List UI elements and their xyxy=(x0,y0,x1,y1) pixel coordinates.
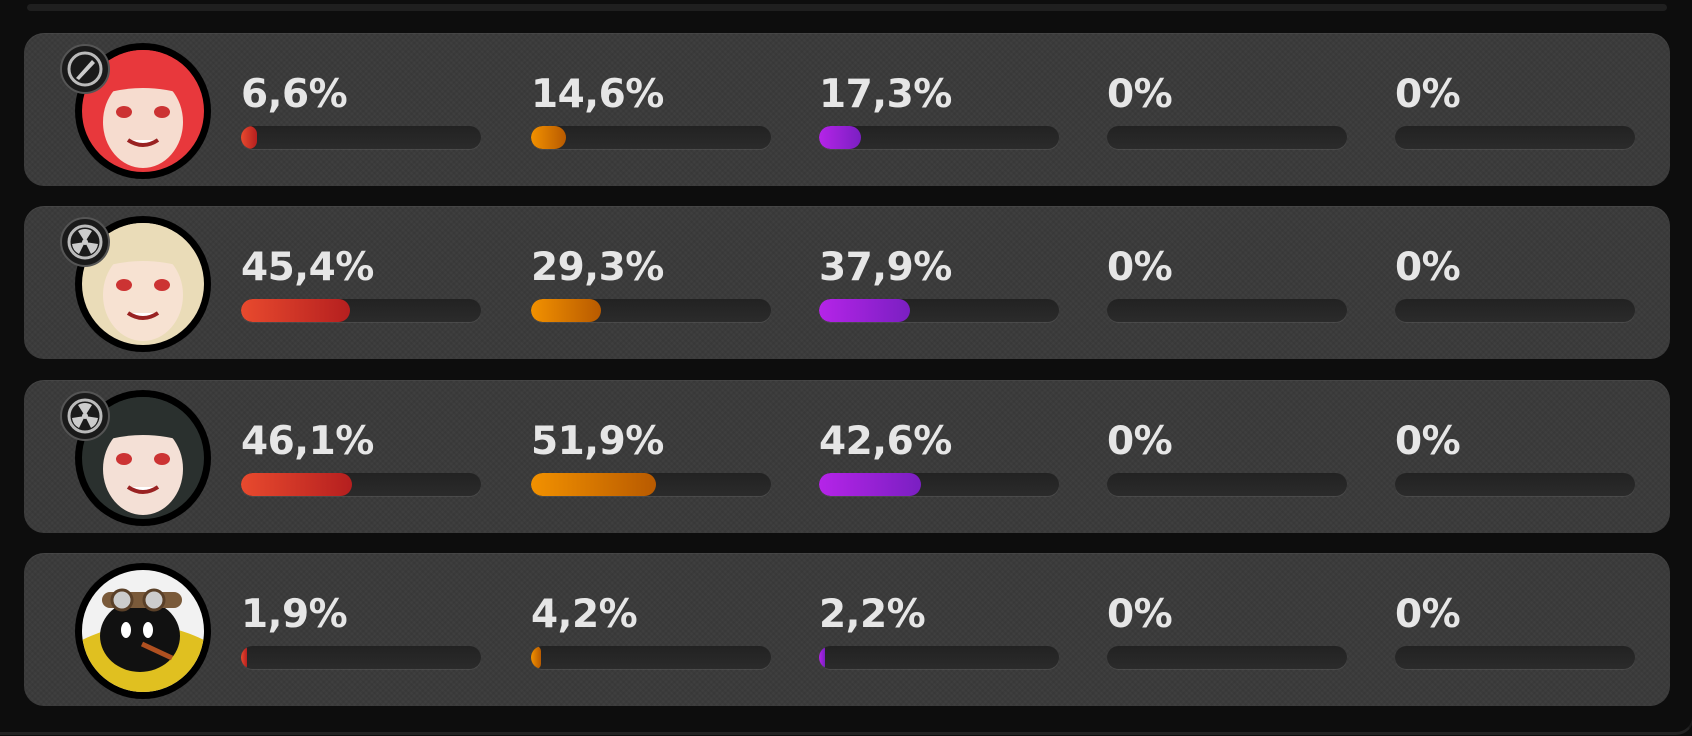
progress-bar xyxy=(819,299,1059,322)
stat-column: 0% xyxy=(1107,591,1347,669)
progress-bar xyxy=(1395,299,1635,322)
rocket-badge-icon xyxy=(60,44,110,94)
progress-fill xyxy=(531,473,656,496)
stat-column: 37,9% xyxy=(819,244,1059,322)
stat-percent: 4,2% xyxy=(531,592,638,637)
stat-percent: 42,6% xyxy=(819,419,952,464)
stat-column: 51,9% xyxy=(531,418,771,496)
stat-column: 0% xyxy=(1107,418,1347,496)
stat-column: 0% xyxy=(1395,71,1635,149)
stat-percent: 0% xyxy=(1107,72,1173,117)
progress-bar xyxy=(1395,473,1635,496)
stat-percent: 17,3% xyxy=(819,72,952,117)
progress-bar xyxy=(241,473,481,496)
red-haired-character-avatar xyxy=(75,43,211,179)
stat-percent: 6,6% xyxy=(241,72,348,117)
progress-bar xyxy=(531,646,771,669)
stat-percent: 51,9% xyxy=(531,419,664,464)
stat-column: 0% xyxy=(1107,71,1347,149)
radiation-badge-icon xyxy=(60,391,110,441)
stat-percent: 45,4% xyxy=(241,245,374,290)
stat-column: 4,2% xyxy=(531,591,771,669)
stat-percent: 1,9% xyxy=(241,592,348,637)
bangboo-goggles-avatar xyxy=(75,563,211,699)
stat-percent: 29,3% xyxy=(531,245,664,290)
stat-percent: 0% xyxy=(1395,245,1461,290)
stat-percent: 0% xyxy=(1395,419,1461,464)
progress-fill xyxy=(531,646,542,669)
progress-bar xyxy=(1395,126,1635,149)
progress-bar xyxy=(241,646,481,669)
progress-fill xyxy=(241,646,247,669)
progress-fill xyxy=(241,473,352,496)
progress-bar xyxy=(241,299,481,322)
stat-percent: 37,9% xyxy=(819,245,952,290)
character-row: 46,1% 51,9% 42,6% 0% 0% xyxy=(24,380,1670,533)
progress-fill xyxy=(819,646,825,669)
progress-bar xyxy=(1107,473,1347,496)
progress-bar xyxy=(531,126,771,149)
stat-column: 0% xyxy=(1395,244,1635,322)
stat-percent: 46,1% xyxy=(241,419,374,464)
character-row: 45,4% 29,3% 37,9% 0% 0% xyxy=(24,206,1670,359)
stat-column: 46,1% xyxy=(241,418,481,496)
progress-fill xyxy=(531,126,567,149)
progress-bar xyxy=(531,473,771,496)
top-divider xyxy=(27,4,1667,11)
progress-bar xyxy=(531,299,771,322)
progress-fill xyxy=(819,126,861,149)
stat-column: 45,4% xyxy=(241,244,481,322)
progress-bar xyxy=(1395,646,1635,669)
stat-percent: 0% xyxy=(1107,592,1173,637)
stat-percent: 0% xyxy=(1395,592,1461,637)
stat-column: 17,3% xyxy=(819,71,1059,149)
stat-column: 1,9% xyxy=(241,591,481,669)
blonde-character-avatar xyxy=(75,216,211,352)
progress-fill xyxy=(819,299,910,322)
progress-bar xyxy=(819,646,1059,669)
progress-fill xyxy=(819,473,922,496)
stat-column: 6,6% xyxy=(241,71,481,149)
stat-column: 0% xyxy=(1107,244,1347,322)
dark-haired-character-avatar xyxy=(75,390,211,526)
character-row: 6,6% 14,6% 17,3% 0% 0% xyxy=(24,33,1670,186)
stat-column: 14,6% xyxy=(531,71,771,149)
progress-bar xyxy=(819,126,1059,149)
stat-column: 29,3% xyxy=(531,244,771,322)
progress-fill xyxy=(241,126,257,149)
stat-column: 0% xyxy=(1395,591,1635,669)
radiation-badge-icon xyxy=(60,217,110,267)
stat-column: 2,2% xyxy=(819,591,1059,669)
stat-column: 0% xyxy=(1395,418,1635,496)
stat-percent: 0% xyxy=(1395,72,1461,117)
progress-bar xyxy=(1107,299,1347,322)
character-row: 1,9% 4,2% 2,2% 0% 0% xyxy=(24,553,1670,706)
stat-percent: 2,2% xyxy=(819,592,926,637)
progress-bar xyxy=(1107,646,1347,669)
stat-percent: 14,6% xyxy=(531,72,664,117)
progress-bar xyxy=(1107,126,1347,149)
stat-column: 42,6% xyxy=(819,418,1059,496)
stat-percent: 0% xyxy=(1107,419,1173,464)
progress-fill xyxy=(531,299,602,322)
progress-bar xyxy=(241,126,481,149)
progress-fill xyxy=(241,299,350,322)
stat-percent: 0% xyxy=(1107,245,1173,290)
progress-bar xyxy=(819,473,1059,496)
